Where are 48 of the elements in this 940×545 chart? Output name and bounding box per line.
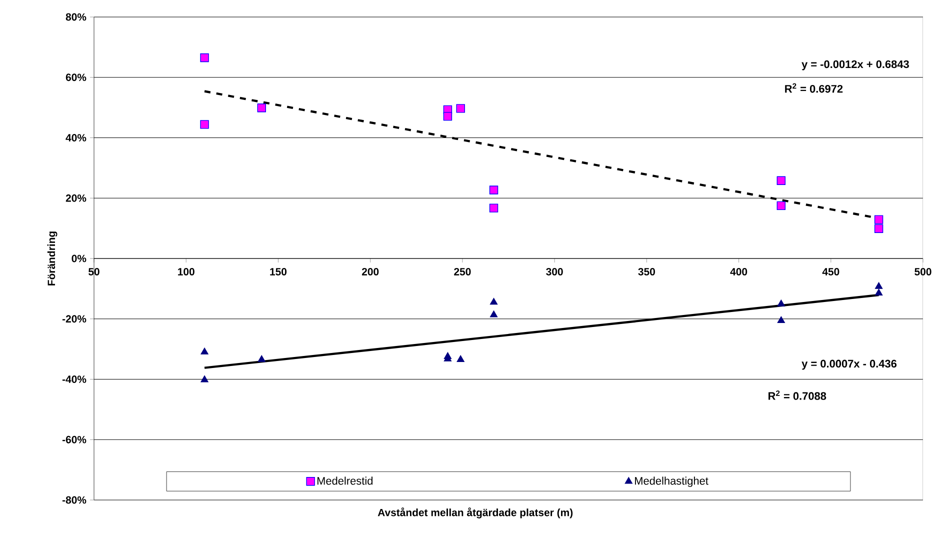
point xyxy=(456,355,464,362)
x-axis-title: Avståndet mellan åtgärdade platser (m) xyxy=(378,508,573,518)
y-tick-label: -40% xyxy=(62,376,86,383)
annotation: R$^{2}$ = 0.7088 xyxy=(768,390,826,400)
point xyxy=(257,104,266,112)
x-tick-label: 500 xyxy=(914,268,932,276)
x-tick-label: 200 xyxy=(362,268,379,276)
point xyxy=(777,316,785,324)
y-tick-label: 60% xyxy=(66,74,86,82)
x-tick-label: 400 xyxy=(730,268,748,276)
point xyxy=(200,53,209,62)
point xyxy=(200,120,209,129)
point xyxy=(258,355,266,362)
point xyxy=(489,186,498,194)
point xyxy=(874,215,884,224)
point xyxy=(874,288,883,296)
y-tick-label: -60% xyxy=(62,436,86,444)
point xyxy=(490,310,498,318)
annotation: y = 0.0007x - 0.436 xyxy=(802,360,897,370)
annotation: y = -0.0012x + 0.6843 xyxy=(802,60,909,70)
point xyxy=(490,298,498,305)
point xyxy=(776,176,786,185)
x-tick-label: 100 xyxy=(178,268,194,276)
legend-label: Medelrestid xyxy=(317,476,372,485)
point xyxy=(200,348,208,354)
x-tick-label: 450 xyxy=(822,268,840,276)
x-tick-label: 250 xyxy=(454,268,471,276)
y-axis-title: Förändring xyxy=(47,232,58,286)
point xyxy=(443,112,452,121)
y-tick-label: 40% xyxy=(66,134,86,142)
y-tick-label: -20% xyxy=(62,315,86,323)
point xyxy=(777,300,785,306)
legend-label: Medelhastighet xyxy=(635,476,708,487)
y-tick-label: 0% xyxy=(72,254,86,262)
y-tick-label: 80% xyxy=(66,13,86,21)
y-tick-label: -80% xyxy=(62,496,86,504)
point xyxy=(489,204,498,212)
y-tick-label: 20% xyxy=(66,194,86,202)
x-tick-label: 150 xyxy=(270,268,287,276)
annotation: R$^{2}$ = 0.6972 xyxy=(785,83,843,93)
point xyxy=(874,224,884,233)
point xyxy=(874,282,883,289)
point xyxy=(456,104,465,113)
x-tick-label: 300 xyxy=(546,268,563,276)
point xyxy=(776,201,786,210)
x-tick-label: 350 xyxy=(638,268,655,276)
x-tick-label: 50 xyxy=(88,268,100,276)
point xyxy=(200,376,208,382)
